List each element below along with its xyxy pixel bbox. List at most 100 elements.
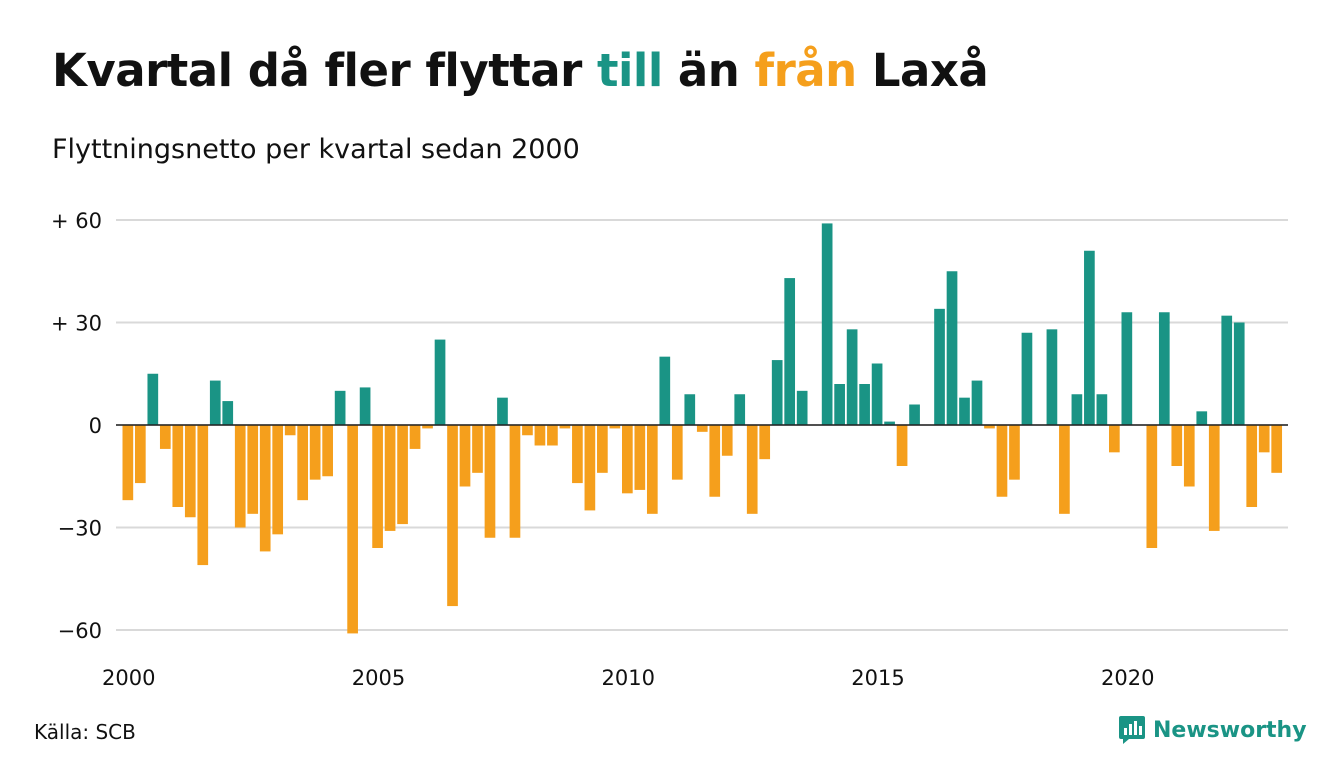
y-tick-label: −60 xyxy=(58,619,102,643)
bar-positive xyxy=(334,390,346,425)
bar-negative xyxy=(547,425,558,446)
bar-positive xyxy=(909,404,920,425)
bar-positive xyxy=(871,363,883,425)
y-tick-label: + 30 xyxy=(51,312,102,336)
bar-positive xyxy=(959,397,970,425)
bar-negative xyxy=(759,425,771,460)
title-part3: Laxå xyxy=(856,44,989,97)
bar-positive xyxy=(884,421,895,425)
bar-negative xyxy=(1183,425,1195,487)
bar-negative xyxy=(522,425,533,436)
bar-positive xyxy=(1196,411,1208,425)
title-part1: Kvartal då fler flyttar xyxy=(52,44,597,97)
source-note: Källa: SCB xyxy=(34,720,136,744)
title-part2: än xyxy=(662,44,755,97)
bar-positive xyxy=(784,278,796,425)
chart-title: Kvartal då fler flyttar till än från Lax… xyxy=(52,44,989,97)
bar-positive xyxy=(1233,322,1245,425)
x-tick-label: 2015 xyxy=(851,666,904,690)
bar-negative xyxy=(122,425,134,501)
bar-positive xyxy=(359,387,371,425)
bar-negative xyxy=(234,425,246,528)
bar-positive xyxy=(1021,332,1033,425)
bar-negative xyxy=(322,425,333,477)
x-tick-label: 2005 xyxy=(352,666,405,690)
bar-positive xyxy=(771,360,783,425)
bar-positive xyxy=(734,394,746,425)
bar-negative xyxy=(134,425,146,484)
bar-negative xyxy=(172,425,184,507)
bar-negative xyxy=(634,425,646,490)
title-to-word: till xyxy=(596,44,663,97)
bar-negative xyxy=(1246,425,1258,507)
bar-negative xyxy=(509,425,521,538)
bar-negative xyxy=(372,425,383,548)
bar-negative xyxy=(422,425,433,429)
bar-positive xyxy=(1046,329,1058,425)
y-tick-label: + 60 xyxy=(51,209,102,233)
bar-positive xyxy=(209,380,221,425)
bar-negative xyxy=(397,425,408,525)
bar-positive xyxy=(1084,250,1095,425)
bar-negative xyxy=(197,425,209,566)
bar-negative xyxy=(572,425,583,484)
newsworthy-brand: Newsworthy xyxy=(1118,715,1307,745)
chart-subtitle: Flyttningsnetto per kvartal sedan 2000 xyxy=(52,134,580,165)
bar-positive xyxy=(946,271,958,425)
bar-negative xyxy=(996,425,1008,497)
newsworthy-logo-icon xyxy=(1119,716,1145,744)
bar-negative xyxy=(259,425,271,552)
bar-positive xyxy=(684,394,696,425)
bar-negative xyxy=(646,425,658,514)
bar-negative xyxy=(696,425,708,432)
bar-negative xyxy=(1009,425,1020,480)
bar-negative xyxy=(472,425,483,473)
bar-positive xyxy=(1121,312,1133,425)
bar-negative xyxy=(671,425,683,480)
bar-negative xyxy=(622,425,633,494)
bar-negative xyxy=(297,425,309,501)
bar-negative xyxy=(459,425,471,487)
bar-positive xyxy=(971,380,983,425)
bar-negative xyxy=(309,425,321,480)
bar-negative xyxy=(347,425,358,634)
bar-negative xyxy=(1271,425,1283,473)
bar-negative xyxy=(1059,425,1070,514)
bar-negative xyxy=(409,425,421,449)
bar-negative xyxy=(159,425,171,449)
bar-negative xyxy=(247,425,259,514)
bar-negative xyxy=(484,425,496,538)
bar-negative xyxy=(896,425,908,466)
bar-negative xyxy=(597,425,608,473)
bar-positive xyxy=(834,384,845,425)
bar-negative xyxy=(584,425,596,511)
bar-negative xyxy=(284,425,296,436)
bar-positive xyxy=(1096,394,1108,425)
bar-negative xyxy=(534,425,546,446)
bar-positive xyxy=(1221,315,1233,425)
bar-positive xyxy=(1071,394,1083,425)
y-tick-label: −30 xyxy=(58,516,102,540)
bar-negative xyxy=(609,425,621,429)
bar-negative xyxy=(1109,425,1120,453)
bar-negative xyxy=(447,425,458,607)
x-tick-label: 2010 xyxy=(602,666,655,690)
bar-negative xyxy=(1208,425,1220,531)
bar-negative xyxy=(272,425,284,535)
bar-positive xyxy=(934,308,945,425)
bar-negative xyxy=(721,425,733,456)
bar-positive xyxy=(222,401,234,425)
bar-negative xyxy=(384,425,396,531)
bar-negative xyxy=(559,425,571,429)
title-from-word: från xyxy=(754,44,858,97)
bar-negative xyxy=(184,425,196,518)
bar-positive xyxy=(147,373,159,425)
x-tick-label: 2000 xyxy=(102,666,155,690)
bar-positive xyxy=(434,339,446,425)
bar-positive xyxy=(859,384,870,425)
bar-negative xyxy=(1171,425,1183,466)
x-tick-label: 2020 xyxy=(1101,666,1154,690)
bar-negative xyxy=(709,425,721,497)
bar-negative xyxy=(1146,425,1158,548)
